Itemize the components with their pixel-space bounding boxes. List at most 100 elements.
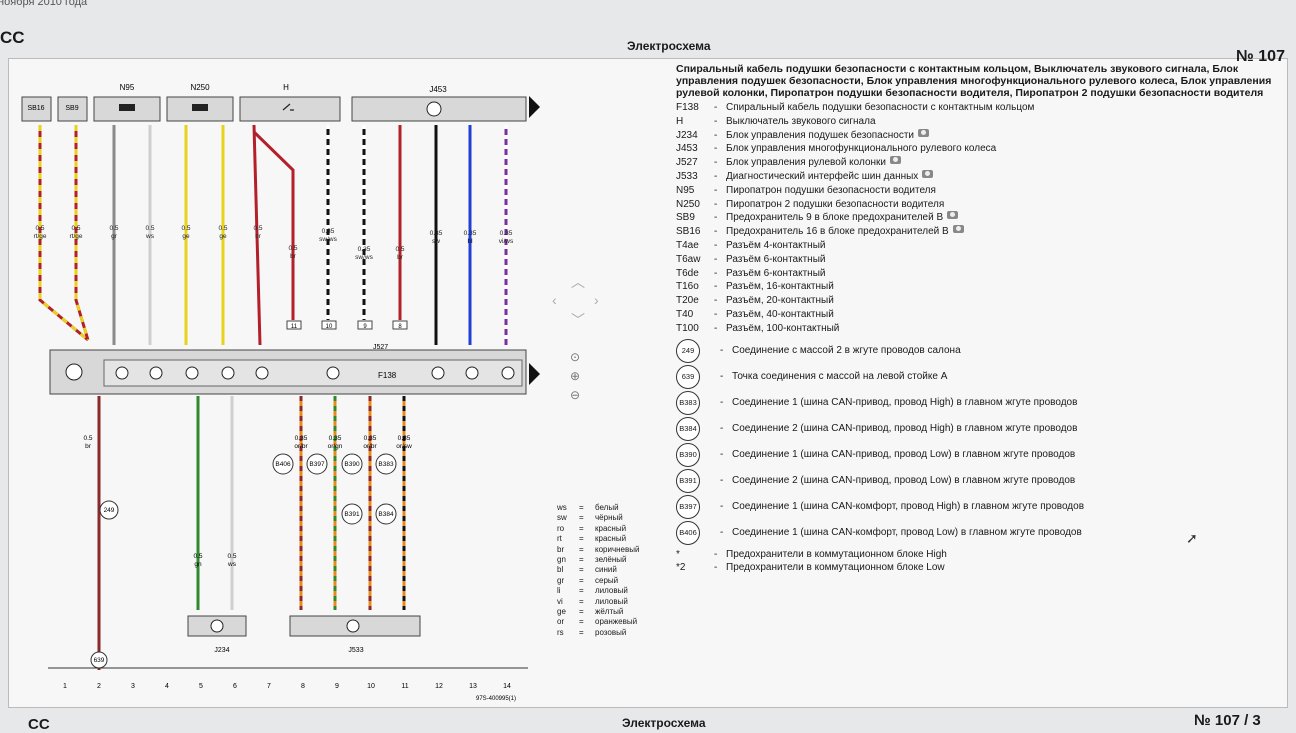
n95-label: N95 <box>120 83 135 92</box>
footer-title: Электросхема <box>622 716 706 730</box>
diagram-code: 97S-400995(1) <box>476 696 516 702</box>
camera-icon[interactable] <box>947 211 959 220</box>
legend-text: Разъём, 16-контактный <box>726 281 834 293</box>
tw2-size: 0.5 <box>71 225 80 232</box>
legend-code: *2 <box>676 562 686 574</box>
tw10-color: sw/ws <box>355 254 373 261</box>
legend-text: Пиропатрон подушки безопасности водителя <box>726 184 936 196</box>
legend-text: Блок управления многофункционального рул… <box>726 143 997 155</box>
legend-dash: - <box>714 322 718 334</box>
color-abbr: ro <box>557 523 565 533</box>
component-h[interactable] <box>239 96 341 122</box>
legend-item: N250 - Пиропатрон 2 подушки безопасности в… <box>676 198 1291 212</box>
color-name: белый <box>595 503 619 512</box>
legend-item: J234 - Блок управления подушек безопасност… <box>676 128 1291 143</box>
zoom-out-icon[interactable]: ⊖ <box>570 388 581 402</box>
camera-icon[interactable] <box>952 225 964 234</box>
legend-dash: - <box>714 198 718 210</box>
tw11-size: 0.5 <box>395 246 404 253</box>
tw10-size: 0.35 <box>358 246 371 253</box>
legend-panel: Спиральный кабель подушки безопасности с… <box>676 63 1291 575</box>
pan-control[interactable]: ︿ ‹ › ﹀ <box>552 272 606 332</box>
tw9-size: 0.35 <box>322 228 335 235</box>
legend-dash: - <box>714 129 718 141</box>
color-key-row: sw = чёрный <box>557 513 639 523</box>
legend-text: Соединение с массой 2 в жгуте проводов с… <box>732 344 961 356</box>
wire-sb9 <box>74 125 90 341</box>
legend-text: Соединение 1 (шина CAN-комфорт, провод H… <box>732 500 1085 512</box>
legend-dash: - <box>714 281 718 293</box>
legend-connection: B397 - Соединение 1 (шина CAN-комфорт, про… <box>676 494 1291 520</box>
component-j527[interactable] <box>103 359 523 387</box>
lw6-size: 0.35 <box>364 435 377 442</box>
color-key-row: vi = лиловый <box>557 597 639 607</box>
camera-icon[interactable] <box>890 156 902 165</box>
legend-connection: B391 - Соединение 2 (шина CAN-привод, пров… <box>676 468 1291 494</box>
legend-code: T20e <box>676 295 699 307</box>
header-date: ноября 2010 года <box>0 0 88 8</box>
pan-left-icon[interactable]: ‹ <box>552 292 557 308</box>
camera-icon[interactable] <box>922 169 934 178</box>
color-key-row: gn = зелёный <box>557 555 639 565</box>
top-wires <box>38 124 508 346</box>
legend-text: Разъём, 20-контактный <box>726 295 834 307</box>
camera-icon[interactable] <box>917 128 929 137</box>
color-key-row: gr = серый <box>557 576 639 586</box>
tw12-size: 0.35 <box>430 230 443 237</box>
color-key-row: ro = красный <box>557 524 639 534</box>
tw6-color: ge <box>219 233 227 240</box>
pan-right-icon[interactable]: › <box>594 292 599 308</box>
legend-text: Спиральный кабель подушки безопасности с… <box>726 102 1035 113</box>
header-model-code: CC <box>0 28 25 47</box>
j533-icon <box>346 619 360 633</box>
zoom-fit-icon[interactable]: ⊙ <box>570 350 581 364</box>
lw3-size: 0.5 <box>227 553 236 560</box>
svg-text:249: 249 <box>104 507 115 514</box>
svg-text:9: 9 <box>363 324 367 330</box>
legend-dash: - <box>720 448 724 460</box>
footer-model-code: CC <box>28 716 50 733</box>
legend-item: H - Выключатель звукового сигнала <box>676 115 1291 129</box>
legend-text: Соединение 2 (шина CAN-привод, провод Lo… <box>732 474 1076 486</box>
color-name: синий <box>595 565 617 575</box>
legend-text: Разъём 4-контактный <box>726 239 826 251</box>
tw8-size: 0.5 <box>288 245 297 252</box>
color-key-row: bl = синий <box>557 565 639 575</box>
legend-connection: 639 - Точка соединения с массой на левой с… <box>676 364 1291 390</box>
legend-code: SB9 <box>676 212 695 224</box>
legend-text: Точка соединения с массой на левой стойк… <box>732 370 948 382</box>
lw7-color: or/sw <box>396 443 412 450</box>
svg-text:8: 8 <box>398 324 402 330</box>
color-key-row: br = коричневый <box>557 545 639 555</box>
lw1-size: 0.5 <box>83 435 92 442</box>
terminal-boxes: 11 10 9 8 <box>286 320 408 330</box>
j234-label: J234 <box>214 647 229 654</box>
legend-item: J453 - Блок управления многофункциональног… <box>676 142 1291 156</box>
continue-right-arrow-lower[interactable] <box>529 363 540 385</box>
legend-item: T4ae - Разъём 4-контактный <box>676 239 1291 253</box>
svg-text:14: 14 <box>503 683 511 690</box>
legend-dash: - <box>714 212 718 224</box>
zoom-in-icon[interactable]: ⊕ <box>570 369 581 383</box>
legend-code: SB16 <box>676 226 701 238</box>
legend-dash: - <box>720 500 724 512</box>
legend-dash: - <box>720 344 724 356</box>
legend-dash: - <box>714 157 718 169</box>
component-sb9[interactable]: SB9 <box>57 96 88 122</box>
component-sb16[interactable]: SB16 <box>21 96 52 122</box>
legend-dash: - <box>714 267 718 279</box>
color-key: ws = белый sw = чёрный ro = красный rt = красный br =… <box>557 503 639 638</box>
tw3-size: 0.5 <box>109 225 118 232</box>
pan-down-icon[interactable]: ﹀ <box>571 312 585 328</box>
color-eq: = <box>579 617 584 627</box>
color-key-row: ge = жёлтый <box>557 607 639 617</box>
continue-right-arrow[interactable] <box>529 96 540 118</box>
legend-connection: B390 - Соединение 1 (шина CAN-привод, пров… <box>676 442 1291 468</box>
legend-item: T6de - Разъём 6-контактный <box>676 267 1291 281</box>
connection-circle: B384 <box>676 416 700 441</box>
pan-up-icon[interactable]: ︿ <box>571 274 585 290</box>
f138-label: F138 <box>378 371 397 380</box>
n250-resistor-symbol <box>192 104 208 111</box>
legend-notes: * - Предохранители в коммутационном блоке … <box>676 548 1291 576</box>
lw5-size: 0.35 <box>329 435 342 442</box>
